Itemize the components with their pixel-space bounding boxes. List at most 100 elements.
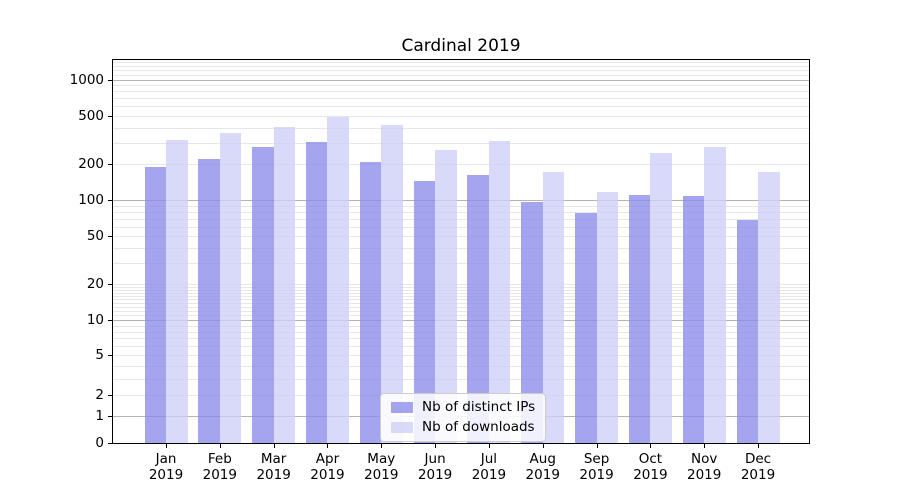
minor-gridline <box>113 218 809 220</box>
minor-gridline <box>113 296 809 297</box>
bar-distinct-ips <box>252 147 274 443</box>
minor-gridline <box>113 236 809 238</box>
minor-gridline <box>113 287 809 289</box>
legend-swatch-downloads <box>391 422 413 433</box>
plot-area <box>112 59 810 444</box>
major-gridline <box>113 320 809 322</box>
y-tick-mark <box>108 320 113 322</box>
y-tick-mark <box>108 163 113 165</box>
legend-row: Nb of downloads <box>391 420 535 435</box>
minor-gridline <box>113 299 809 301</box>
minor-gridline <box>113 289 809 291</box>
y-tick-label: 100 <box>78 192 104 209</box>
minor-gridline <box>113 91 809 93</box>
y-tick-label: 10 <box>86 312 104 329</box>
y-tick-label: 50 <box>86 228 104 245</box>
y-tick-label: 1000 <box>69 71 104 88</box>
bar-distinct-ips <box>198 159 220 443</box>
x-tick-mark <box>650 444 652 448</box>
bar-downloads <box>166 139 188 443</box>
bar-distinct-ips <box>305 141 328 443</box>
x-tick-mark <box>596 444 598 448</box>
bar-distinct-ips <box>144 166 166 443</box>
x-tick-mark <box>704 444 706 448</box>
bar-distinct-ips <box>628 194 651 443</box>
x-tick-label: Aug 2019 <box>525 451 560 483</box>
bar-distinct-ips <box>467 175 489 443</box>
minor-gridline <box>113 74 809 76</box>
x-tick-label: Jun 2019 <box>417 451 453 483</box>
minor-gridline <box>113 365 809 367</box>
bar-distinct-ips <box>359 162 382 443</box>
minor-gridline <box>113 284 809 286</box>
bar-distinct-ips <box>413 180 436 443</box>
bar-downloads <box>758 171 780 443</box>
y-tick-mark <box>108 355 113 357</box>
bar-downloads <box>704 146 726 443</box>
legend-label-downloads: Nb of downloads <box>422 419 535 435</box>
minor-gridline <box>113 142 809 144</box>
y-tick-mark <box>108 443 113 444</box>
legend-label-distinct-ips: Nb of distinct IPs <box>422 399 536 415</box>
y-tick-mark <box>108 284 113 286</box>
minor-gridline <box>113 98 809 100</box>
legend: Nb of distinct IPs Nb of downloads <box>380 393 547 442</box>
bar-downloads <box>542 171 565 443</box>
x-tick-mark <box>758 444 760 448</box>
x-tick-label: Feb 2019 <box>202 451 237 483</box>
y-tick-mark <box>108 115 113 117</box>
x-tick-label: Oct 2019 <box>633 451 668 483</box>
x-tick-label: May 2019 <box>364 451 399 483</box>
bar-downloads <box>327 116 349 443</box>
minor-gridline <box>113 292 809 294</box>
minor-gridline <box>113 115 809 117</box>
minor-gridline <box>113 378 809 380</box>
major-gridline <box>113 79 809 81</box>
y-tick-label: 20 <box>86 276 104 293</box>
bar-downloads <box>596 191 619 443</box>
minor-gridline <box>113 69 809 71</box>
minor-gridline <box>113 315 809 317</box>
y-tick-label: 5 <box>95 347 104 364</box>
y-tick-label: 2 <box>95 387 104 404</box>
x-tick-label: Apr 2019 <box>310 451 345 483</box>
minor-gridline <box>113 85 809 87</box>
x-tick-mark <box>219 444 221 448</box>
bar-distinct-ips <box>736 219 759 443</box>
minor-gridline <box>113 205 809 207</box>
minor-gridline <box>113 306 809 308</box>
x-tick-label: Jul 2019 <box>471 451 507 483</box>
bar-distinct-ips <box>682 196 705 443</box>
x-tick-mark <box>542 444 544 448</box>
bar-downloads <box>381 124 403 443</box>
y-tick-mark <box>108 416 113 418</box>
minor-gridline <box>113 106 809 108</box>
bar-downloads <box>219 133 242 443</box>
x-tick-mark <box>327 444 329 448</box>
y-tick-label: 0 <box>95 435 104 451</box>
x-tick-mark <box>166 444 167 448</box>
bar-downloads <box>435 150 457 443</box>
x-tick-mark <box>435 444 437 448</box>
chart-title: Cardinal 2019 <box>401 36 521 56</box>
minor-gridline <box>113 310 809 312</box>
minor-gridline <box>113 302 809 304</box>
y-tick-label: 200 <box>78 155 104 172</box>
minor-gridline <box>113 127 809 129</box>
x-tick-label: Sep 2019 <box>579 451 614 483</box>
minor-gridline <box>113 163 809 165</box>
x-tick-mark <box>381 444 383 448</box>
minor-gridline <box>113 226 809 228</box>
x-tick-label: Dec 2019 <box>740 451 776 483</box>
bar-distinct-ips <box>575 213 597 443</box>
x-tick-label: Nov 2019 <box>687 451 722 483</box>
bar-downloads <box>650 152 672 443</box>
y-tick-label: 1 <box>95 408 104 425</box>
minor-gridline <box>113 338 809 340</box>
x-tick-label: Jan 2019 <box>148 451 184 483</box>
minor-gridline <box>113 355 809 357</box>
minor-gridline <box>113 263 809 265</box>
x-tick-mark <box>273 444 275 448</box>
y-tick-mark <box>108 395 113 397</box>
bar-downloads <box>273 126 296 443</box>
